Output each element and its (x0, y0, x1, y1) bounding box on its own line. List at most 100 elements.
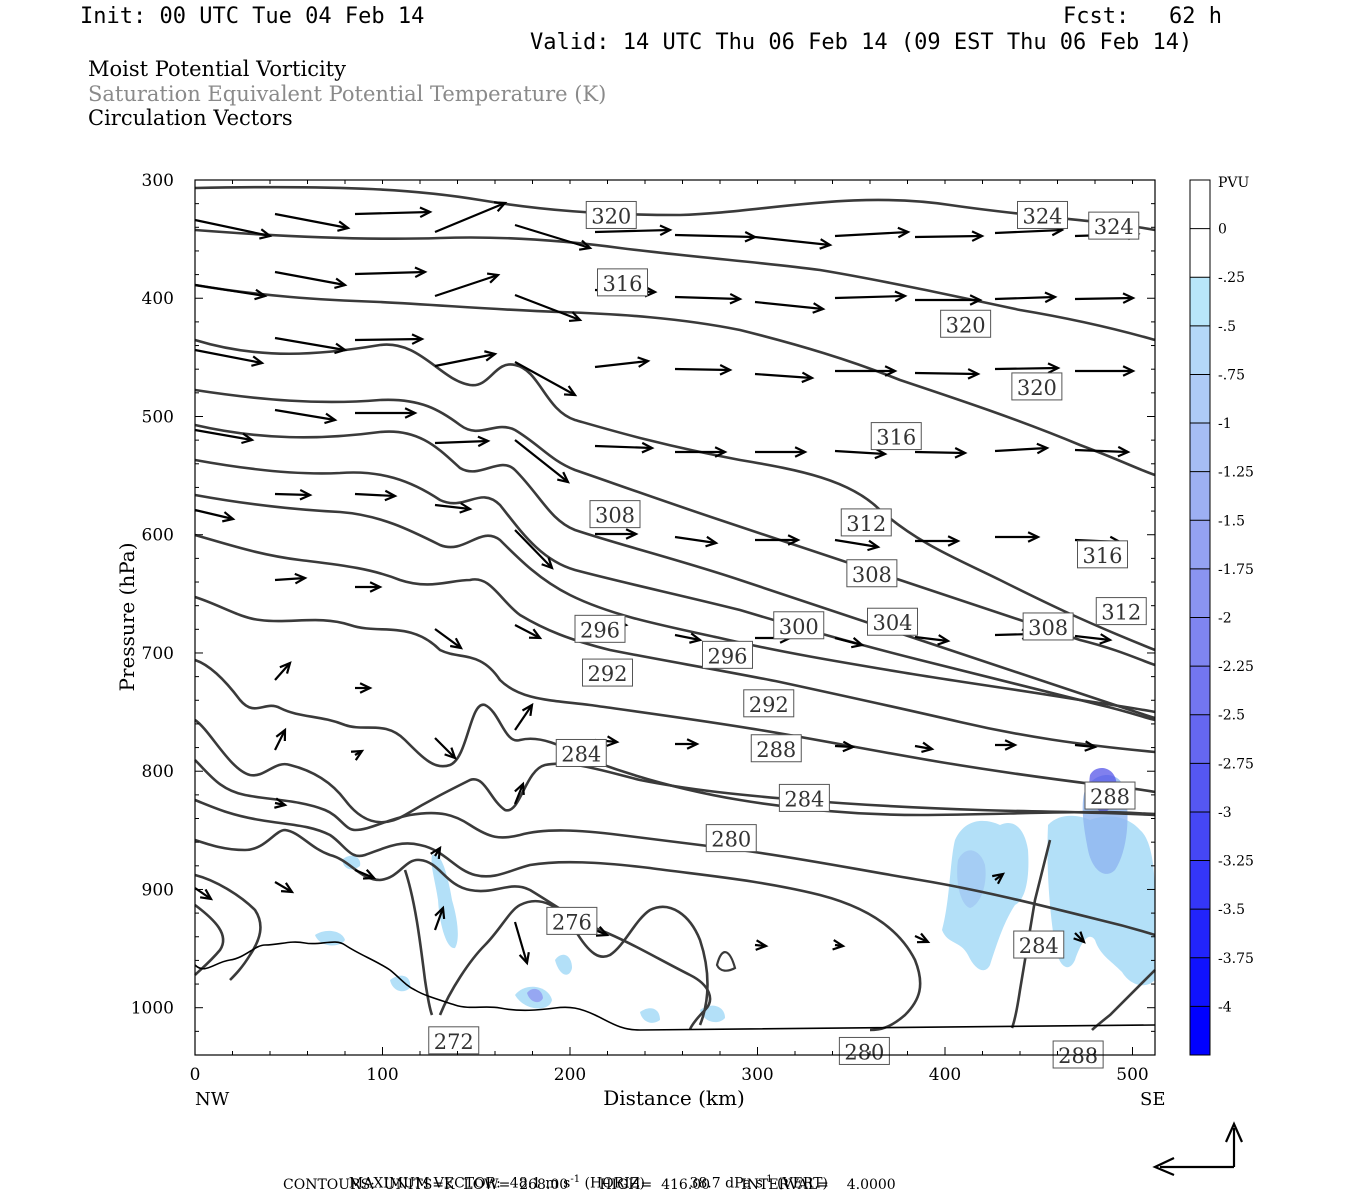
contour-label: 316 (1077, 540, 1128, 569)
footer-max-vector: MAXIMUM VECTOR: 48.1 m s-1 (HORIZ) 38.7 … (340, 1158, 828, 1192)
horiz-unit: (HORIZ) (584, 1175, 645, 1192)
contour-label-box (428, 1026, 480, 1055)
contour-label-box (846, 559, 898, 588)
y-tick-label: 700 (142, 644, 174, 664)
contour-label: 284 (778, 783, 830, 812)
x-end-right: SE (1140, 1089, 1165, 1110)
contour-label-text: 272 (434, 1030, 474, 1054)
contour-line (194, 658, 1156, 817)
vector-arrow (194, 218, 273, 240)
vector-arrow (914, 932, 931, 944)
contour-label: 296 (574, 614, 626, 643)
contour-label: 308 (846, 559, 898, 588)
vector-arrow (194, 348, 265, 367)
contour-label-box (867, 607, 918, 636)
vector-arrow (1073, 931, 1086, 944)
pv-blob-center-mid (957, 850, 986, 908)
contour-label: 288 (1084, 781, 1136, 810)
contour-labels: 320 324 324 316 320 320 316 308 312 316 308 312 296 3… (428, 200, 1147, 1069)
colorbar-level: -2 (1218, 611, 1232, 627)
contour-label-text: 324 (1094, 215, 1134, 239)
contour-label: 312 (1095, 597, 1147, 626)
vector-arrow (1074, 633, 1113, 645)
contour-label-text: 312 (1101, 601, 1141, 625)
contour-label-box (589, 500, 641, 529)
contour-label: 292 (743, 689, 795, 718)
vector-arrow (434, 502, 473, 514)
contour-line (194, 493, 1156, 714)
colorbar-level: -2.5 (1218, 708, 1245, 724)
vector-arrow (991, 872, 1006, 885)
y-tick-label: 900 (142, 880, 174, 900)
title-sept: Saturation Equivalent Potential Temperat… (88, 82, 607, 106)
vector-arrow (274, 212, 351, 232)
vector-arrow (594, 356, 651, 369)
forecast-hour: Fcst: 62 h (1063, 4, 1222, 29)
contour-label-text: 324 (1022, 204, 1062, 228)
colorbar-swatch (1190, 423, 1210, 473)
vector-arrow (430, 845, 442, 860)
pv-blob-bottom3 (640, 1008, 660, 1023)
contour-label-box (1017, 200, 1068, 229)
contour-label-text: 320 (591, 204, 631, 228)
theta-contours (194, 185, 1156, 1032)
vector-arrow (674, 535, 719, 548)
vector-arrow (514, 293, 583, 323)
vector-arrow (514, 439, 570, 484)
contour-label-box (1022, 612, 1074, 641)
vector-arrow (514, 529, 554, 570)
vector-arrow (594, 441, 655, 454)
contour-label-text: 320 (1017, 376, 1057, 400)
contour-line (194, 228, 1156, 342)
contour-label: 312 (840, 508, 892, 537)
vector-arrow (834, 636, 865, 649)
axis-ticks (194, 179, 1155, 1055)
contour-label-box (750, 734, 802, 763)
y-tick-label: 800 (142, 762, 174, 782)
colorbar-swatch (1190, 763, 1210, 813)
contour-line (194, 718, 1156, 824)
vector-arrow (355, 682, 373, 694)
contour-label-box (574, 614, 626, 643)
vector-arrow (354, 868, 377, 880)
max-horiz-value: 48.1 m s (509, 1175, 571, 1192)
contour-label: 296 (702, 640, 753, 669)
x-tick-label: 200 (554, 1065, 586, 1085)
vector-arrow (513, 921, 530, 966)
contour-label-text: 280 (844, 1040, 884, 1064)
contour-label-text: 284 (1019, 934, 1059, 958)
vector-arrow (194, 428, 255, 445)
contour-label: 308 (1022, 612, 1074, 641)
plot-frame (194, 179, 1156, 1056)
vector-arrow (354, 333, 425, 345)
vector-arrow (514, 223, 593, 251)
contour-label: 280 (838, 1036, 890, 1065)
vector-arrow (514, 702, 534, 731)
contour-label-box (582, 658, 633, 687)
vector-arrow (433, 905, 446, 931)
title-mpv: Moist Potential Vorticity (88, 57, 346, 81)
contour-label-text: 320 (946, 313, 986, 337)
colorbar-level: -1 (1218, 416, 1232, 432)
vector-arrow (1075, 365, 1136, 377)
title-vectors: Circulation Vectors (88, 106, 293, 130)
reference-vector (1152, 1121, 1244, 1177)
vector-arrow (675, 446, 728, 458)
vector-arrow (1074, 292, 1136, 304)
contour-label-text: 308 (852, 563, 892, 587)
vector-arrow (434, 201, 508, 234)
contour-label-box (1011, 372, 1063, 401)
contour-label-text: 308 (595, 504, 635, 528)
contour-label-box (838, 1036, 890, 1065)
colorbar: 0 -.25 -.5 -.75 -1 -1.25 -1.5 -1.75 -2 -2.25 -2.5 -… (1189, 179, 1254, 1056)
vert-sup: -1 (762, 1174, 773, 1185)
vector-arrow (754, 939, 769, 951)
x-tick-label: 100 (366, 1065, 398, 1085)
footer-contours: CONTOURS: UNITS=K LOW= 268.00 HIGH= 416.… (283, 1177, 896, 1193)
vector-arrow (674, 632, 703, 644)
vector-arrow (834, 290, 908, 303)
contour-label-text: 288 (1058, 1044, 1098, 1068)
pv-blob-small (342, 855, 361, 870)
vector-arrow (274, 572, 308, 585)
colorbar-level: -2.75 (1218, 756, 1254, 772)
